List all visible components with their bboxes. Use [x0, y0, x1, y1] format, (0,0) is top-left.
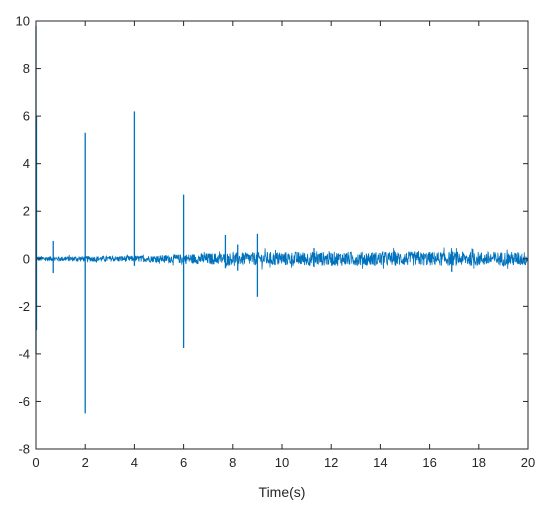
y-tick-label: -6: [18, 394, 30, 409]
x-tick-label: 18: [472, 455, 486, 470]
y-tick-label: -8: [18, 442, 30, 457]
plot-area: [36, 21, 528, 449]
x-tick-label: 20: [521, 455, 535, 470]
x-tick-label: 16: [422, 455, 436, 470]
y-tick-label: 0: [23, 251, 30, 266]
signal-trace: [35, 247, 529, 270]
y-tick-label: 2: [23, 204, 30, 219]
x-tick-label: 4: [131, 455, 138, 470]
y-tick-label: 10: [16, 14, 30, 29]
x-tick-label: 12: [324, 455, 338, 470]
x-tick-label: 10: [275, 455, 289, 470]
ticks-layer: 0 2 4 6 8 10 12 14 16 18 20 -8 -6 -4 -2 0 2 4 6 8 10: [16, 14, 536, 471]
x-tick-label: 0: [32, 455, 39, 470]
x-tick-label: 2: [82, 455, 89, 470]
y-tick-label: 8: [23, 61, 30, 76]
y-tick-label: -2: [18, 299, 30, 314]
y-tick-label: 6: [23, 109, 30, 124]
x-tick-label: 14: [373, 455, 387, 470]
x-axis-label: Time(s): [259, 484, 306, 500]
x-tick-label: 8: [229, 455, 236, 470]
y-tick-label: 4: [23, 156, 30, 171]
y-tick-label: -4: [18, 346, 30, 361]
x-tick-label: 6: [180, 455, 187, 470]
